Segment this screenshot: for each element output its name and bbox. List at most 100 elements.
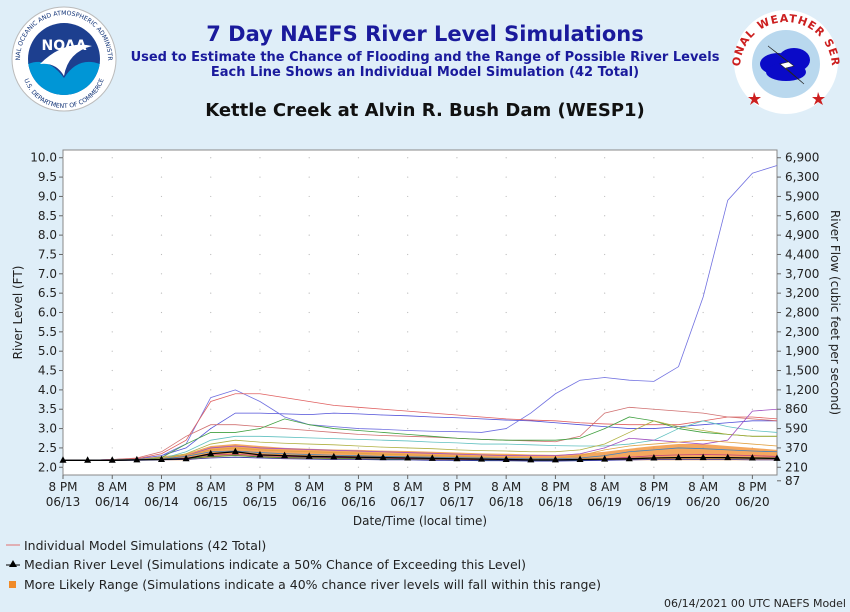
grid-dot [751, 369, 753, 372]
grid-dot [505, 408, 507, 410]
median-marker [354, 453, 362, 460]
grid-dot [702, 311, 704, 314]
simulation-line-13 [63, 456, 777, 462]
x-tick-time: 8 AM [97, 480, 127, 494]
y-tick-label: 3.5 [38, 402, 57, 416]
y-tick-label: 5.5 [38, 325, 57, 339]
grid-dot [554, 234, 557, 236]
grid-dot [407, 466, 409, 468]
grid-dot [160, 157, 163, 159]
grid-dot [357, 215, 360, 217]
grid-dot [357, 389, 360, 391]
grid-dot [160, 389, 163, 391]
grid-dot [308, 389, 310, 391]
x-tick-time: 8 PM [541, 480, 570, 494]
grid-dot [554, 369, 557, 372]
grid-dot [210, 331, 212, 333]
chart-subtitle-1: Used to Estimate the Chance of Flooding … [130, 50, 720, 65]
grid-dot [357, 176, 360, 178]
x-tick-date: 06/13 [46, 495, 81, 509]
grid-dot [702, 234, 704, 236]
x-tick-date: 06/15 [243, 495, 278, 509]
grid-dot [357, 331, 360, 333]
x-tick-date: 06/18 [489, 495, 524, 509]
x-tick-date: 06/17 [440, 495, 475, 509]
median-marker [601, 455, 609, 462]
grid-dot [751, 157, 753, 159]
grid-dot [456, 447, 458, 449]
x-tick-time: 8 AM [294, 480, 324, 494]
grid-dot [505, 215, 507, 217]
grid-dot [653, 176, 655, 178]
legend-likely-label: More Likely Range (Simulations indicate … [23, 577, 601, 592]
grid-dot [160, 195, 163, 198]
grid-dot [604, 215, 606, 217]
legend-median-label: Median River Level (Simulations indicate… [23, 557, 526, 572]
grid-dot [210, 369, 212, 372]
x-tick-date: 06/18 [538, 495, 573, 509]
y-tick-label: 9.0 [38, 189, 57, 203]
grid-dot [407, 195, 409, 198]
grid-dot [160, 215, 163, 217]
median-marker [157, 455, 165, 463]
grid-dot [308, 408, 310, 410]
grid-dot [554, 215, 557, 217]
grid-dot [653, 331, 655, 333]
grid-dot [357, 408, 360, 410]
grid-dot [259, 215, 261, 217]
grid-dot [210, 350, 212, 352]
grid-dot [456, 253, 458, 256]
grid-dot [456, 389, 458, 391]
grid-dot [653, 215, 655, 217]
grid-dot [210, 253, 212, 256]
grid-dot [407, 253, 409, 256]
grid-dot [505, 292, 507, 294]
y2-tick-label: 4,900 [785, 228, 819, 242]
x-tick-time: 8 PM [48, 480, 77, 494]
y-tick-label: 4.0 [38, 383, 57, 397]
grid-dot [604, 331, 606, 333]
grid-dot [653, 311, 655, 314]
grid-dot [456, 157, 458, 159]
grid-dot [308, 157, 310, 159]
x-tick-time: 8 PM [738, 480, 767, 494]
y2-tick-label: 87 [785, 474, 800, 488]
grid-dot [702, 350, 704, 352]
grid-dot [259, 311, 261, 314]
grid-dot [259, 331, 261, 333]
simulation-line-6 [63, 420, 778, 461]
grid-dot [111, 253, 113, 256]
x-tick-date: 06/14 [95, 495, 130, 509]
grid-dot [456, 427, 458, 430]
median-marker [675, 453, 683, 461]
grid-dot [456, 234, 458, 236]
grid-dot [308, 369, 310, 372]
grid-dot [357, 157, 360, 159]
grid-dot [160, 466, 163, 468]
grid-dot [111, 273, 113, 275]
grid-dot [160, 253, 163, 256]
grid-dot [210, 176, 212, 178]
grid-dot [259, 234, 261, 236]
grid-dot [111, 427, 113, 430]
y2-tick-label: 4,400 [785, 247, 819, 261]
median-marker [699, 453, 707, 461]
grid-dot [308, 253, 310, 256]
y2-tick-label: 3,200 [785, 286, 819, 300]
median-marker [576, 455, 584, 463]
grid-dot [259, 273, 261, 275]
grid-dot [604, 253, 606, 256]
grid-dot [653, 389, 655, 391]
grid-dot [308, 447, 310, 449]
grid-dot [751, 234, 753, 236]
grid-dot [407, 331, 409, 333]
x-tick-date: 06/20 [735, 495, 770, 509]
x-tick-date: 06/16 [341, 495, 376, 509]
grid-dot [111, 234, 113, 236]
grid-dot [702, 215, 704, 217]
grid-dot [407, 176, 409, 178]
y2-tick-label: 6,900 [785, 151, 819, 165]
x-tick-time: 8 PM [442, 480, 471, 494]
median-marker [305, 452, 313, 459]
grid-dot [259, 466, 261, 468]
